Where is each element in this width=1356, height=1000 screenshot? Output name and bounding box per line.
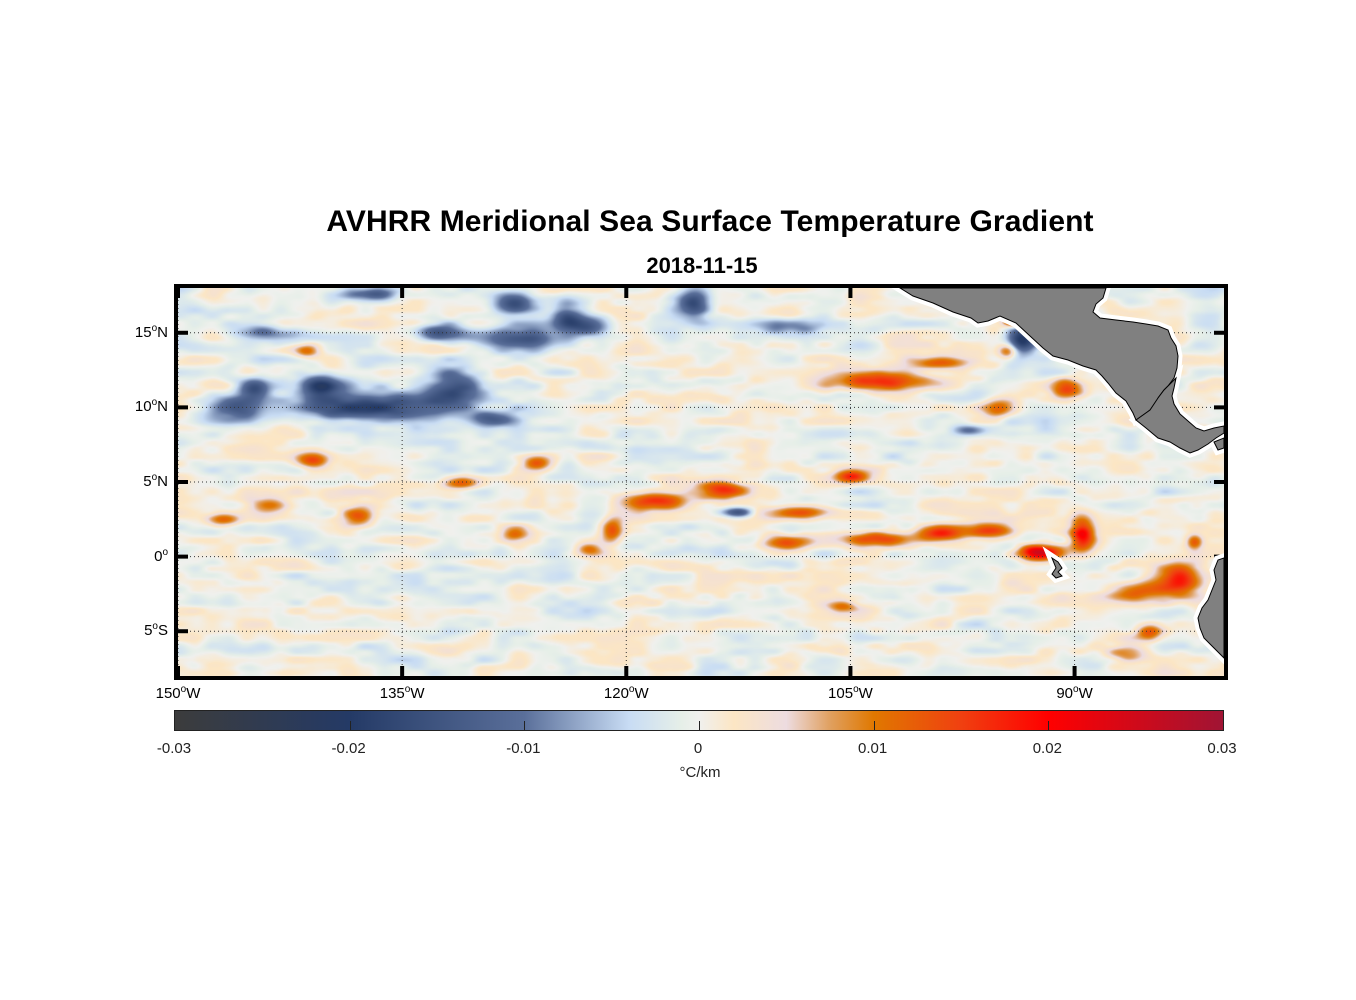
- y-tick-label: 0o: [108, 547, 168, 565]
- tick-number: 0: [154, 547, 163, 565]
- degree-symbol: o: [1073, 684, 1079, 695]
- tick-number: 5: [143, 473, 152, 490]
- x-tick-mark-top: [624, 288, 629, 298]
- colorbar-tick: [873, 721, 875, 731]
- land-south-america: [1197, 557, 1224, 659]
- degree-symbol: o: [180, 684, 187, 695]
- hemisphere: N: [157, 323, 168, 341]
- y-tick-mark-right: [1214, 480, 1224, 484]
- degree-symbol: o: [628, 684, 635, 695]
- tick-number: 5: [144, 622, 153, 640]
- x-tick-label: 105oW: [810, 684, 890, 702]
- y-tick-mark-left: [178, 554, 188, 559]
- x-tick-label: 150oW: [138, 684, 218, 702]
- degree-symbol: o: [162, 546, 168, 558]
- y-tick-mark-left: [178, 480, 188, 484]
- colorbar-tick: [699, 721, 700, 731]
- degree-symbol: o: [152, 621, 158, 633]
- x-tick-mark-bottom: [1072, 666, 1077, 676]
- hemisphere: N: [157, 398, 168, 416]
- hemisphere: W: [634, 685, 649, 702]
- colorbar-tick-label: -0.02: [331, 740, 366, 757]
- colorbar-tick-label: 0.03: [1207, 740, 1237, 757]
- x-tick-mark-bottom: [624, 666, 629, 676]
- tick-number: 15: [134, 323, 152, 341]
- degree-symbol: o: [404, 684, 411, 695]
- x-tick-mark-bottom: [400, 666, 405, 676]
- colorbar-tick-label: 0.01: [858, 740, 888, 757]
- x-tick-mark-top: [848, 288, 853, 298]
- y-tick-mark-right: [1214, 330, 1224, 335]
- chart-title: AVHRR Meridional Sea Surface Temperature…: [326, 205, 1094, 238]
- degree-symbol: o: [151, 472, 158, 483]
- land-panama: [1213, 437, 1224, 451]
- map-overlay: [178, 288, 1224, 676]
- hemisphere: S: [157, 622, 168, 640]
- map-plot-area: [174, 284, 1228, 680]
- tick-number: 10: [134, 398, 152, 416]
- tick-number: 90: [1056, 685, 1074, 702]
- degree-symbol: o: [151, 397, 158, 409]
- colorbar-tick-label: 0.02: [1032, 740, 1062, 757]
- y-tick-label: 15oN: [108, 323, 168, 341]
- tick-number: 120: [603, 685, 629, 702]
- x-tick-label: 90oW: [1035, 684, 1115, 702]
- y-tick-label: 10oN: [108, 397, 168, 415]
- chart-subtitle: 2018-11-15: [646, 253, 758, 278]
- x-tick-mark-bottom: [848, 666, 853, 676]
- x-tick-label: 120oW: [586, 684, 666, 702]
- x-tick-mark-top: [178, 288, 180, 298]
- hemisphere: W: [1078, 685, 1093, 702]
- y-tick-mark-right: [1214, 405, 1224, 410]
- hemisphere: N: [157, 473, 168, 490]
- tick-number: 105: [828, 685, 854, 702]
- land-mask: [891, 288, 1224, 665]
- colorbar-tick-label: 0: [693, 740, 703, 757]
- land-central-america-south: [1135, 376, 1224, 454]
- tick-number: 150: [155, 685, 181, 702]
- y-tick-label: 5oN: [108, 472, 168, 490]
- degree-symbol: o: [151, 322, 158, 334]
- colorbar-tick: [524, 721, 526, 731]
- y-tick-mark-left: [178, 330, 188, 335]
- colorbar-unit-label: °C/km: [679, 764, 721, 781]
- colorbar-tick-label: -0.01: [506, 740, 541, 757]
- degree-symbol: o: [853, 684, 859, 695]
- y-tick-mark-left: [178, 405, 188, 410]
- colorbar-tick-label: -0.03: [156, 740, 192, 757]
- hemisphere: W: [858, 685, 873, 702]
- y-tick-label: 5oS: [108, 621, 168, 639]
- y-tick-mark-left: [178, 629, 188, 634]
- colorbar: [174, 710, 1224, 731]
- x-tick-label: 135oW: [362, 684, 442, 702]
- colorbar-tick: [1048, 721, 1050, 731]
- tick-number: 135: [379, 685, 405, 702]
- hemisphere: W: [186, 685, 201, 702]
- land-galapagos: [1050, 556, 1063, 579]
- hemisphere: W: [410, 685, 425, 702]
- x-tick-mark-bottom: [178, 666, 180, 676]
- colorbar-tick: [349, 721, 351, 731]
- x-tick-mark-top: [400, 288, 405, 298]
